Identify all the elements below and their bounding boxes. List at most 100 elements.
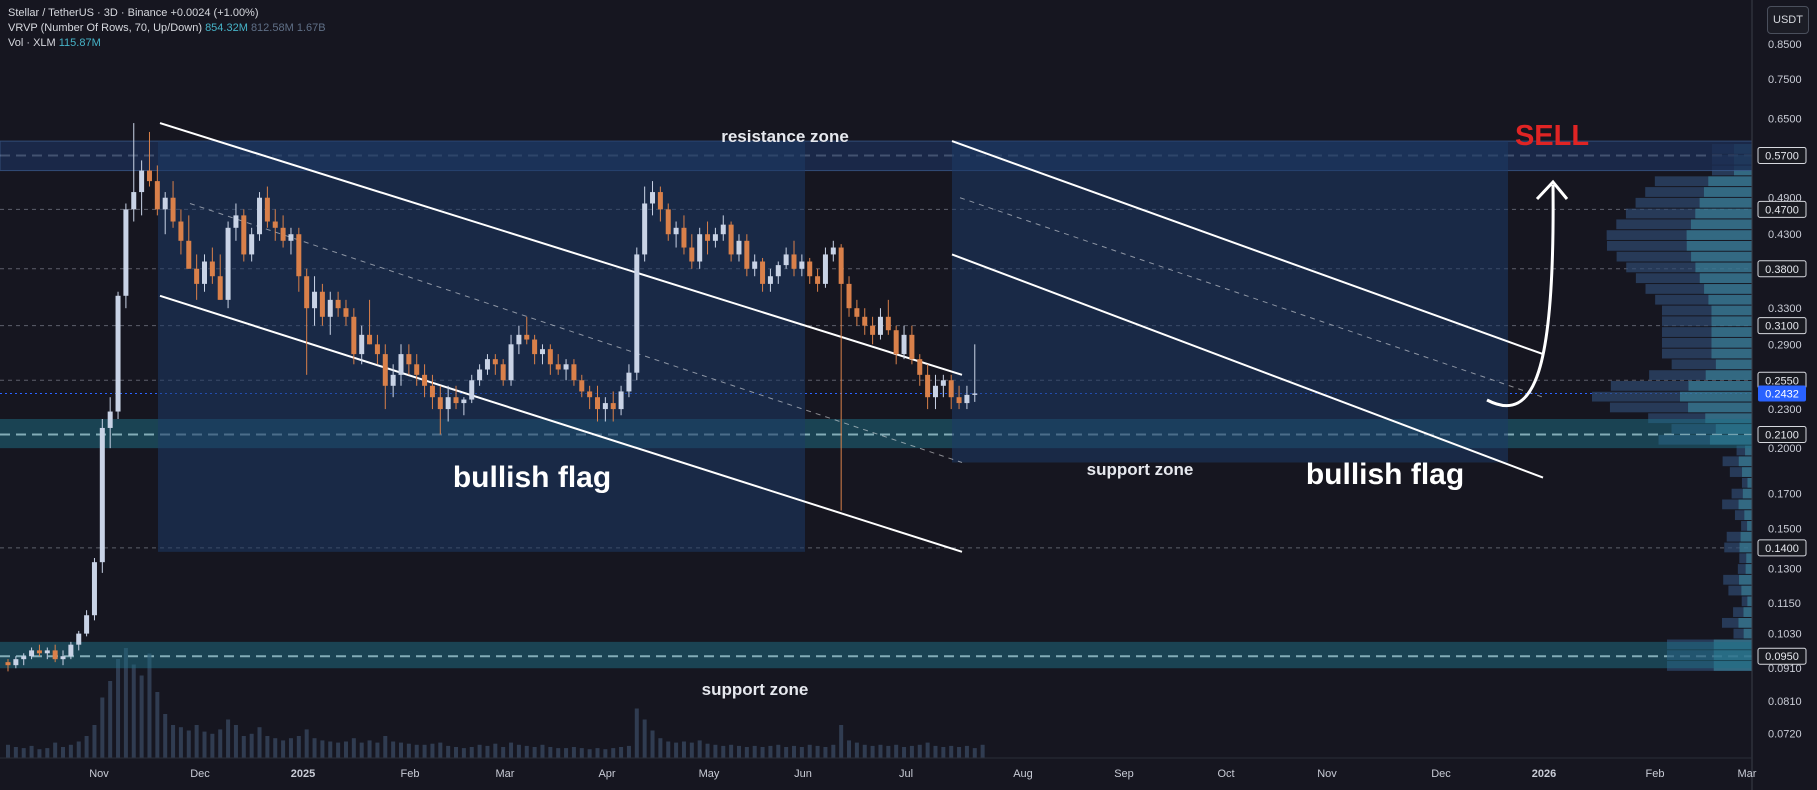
profile-row-up (1739, 574, 1752, 585)
candle-body (123, 209, 129, 296)
volume-bar (45, 748, 50, 758)
x-tick-label: Jun (794, 768, 812, 780)
candle-body (665, 209, 671, 235)
volume-bar (784, 747, 789, 758)
candle-body (720, 224, 726, 235)
profile-row-up (1699, 273, 1752, 284)
candle-body (406, 354, 412, 365)
volume-bar (941, 747, 946, 758)
candle-body (445, 397, 451, 410)
volume-bar (736, 745, 741, 758)
y-tick-label: 0.3300 (1768, 303, 1802, 315)
volume-bar (257, 727, 262, 758)
profile-row (1722, 499, 1752, 510)
profile-row-up (1704, 284, 1752, 294)
profile-row (1635, 197, 1752, 208)
legend: Stellar / TetherUS · 3D · Binance +0.002… (8, 6, 326, 51)
price-badge-box (1757, 426, 1807, 444)
volume-bar (658, 738, 663, 758)
candle-body (390, 374, 396, 386)
last-price-badge-label: 0.2432 (1765, 388, 1799, 400)
profile-row-up (1742, 488, 1752, 499)
price-axis[interactable]: 0.85000.75000.65000.49000.43000.33000.29… (1751, 0, 1817, 790)
profile-row (1723, 574, 1752, 585)
price-badge-box (1757, 647, 1807, 665)
profile-row-up (1691, 251, 1752, 262)
volume-bar (933, 745, 938, 758)
candle-body (524, 334, 530, 340)
volume-bar (414, 744, 419, 758)
price-badge-label: 0.2100 (1765, 430, 1799, 442)
x-tick-label: Apr (598, 768, 615, 780)
volume-bar (579, 748, 584, 758)
volume-bar (634, 708, 639, 758)
legend-volume-row: Vol · XLM 115.87M (8, 36, 326, 51)
candle-body (539, 349, 545, 355)
volume-bar (328, 741, 333, 758)
profile-row-up (1711, 348, 1752, 359)
profile-row-up (1746, 553, 1752, 564)
price-badge-box (1757, 539, 1807, 557)
volume-bar (556, 748, 561, 758)
candle-body (657, 192, 663, 210)
volume-label[interactable]: Vol · XLM (8, 37, 56, 49)
candle-body (429, 385, 435, 398)
symbol-label[interactable]: Stellar / TetherUS · 3D · Binance (8, 7, 168, 19)
candle-body (249, 234, 255, 255)
candle-body (146, 170, 152, 182)
time-axis[interactable]: Nov Dec 2025 Feb Mar Apr May Jun Jul Aug Sep Oct Nov… (0, 757, 1757, 780)
candle-body (744, 240, 750, 269)
y-tick-label: 0.7500 (1768, 74, 1802, 86)
volume-bar (163, 714, 168, 758)
currency-badge[interactable]: USDT (1767, 6, 1809, 34)
volume-bar (807, 744, 812, 758)
candle-body (68, 644, 74, 657)
profile-row (1739, 553, 1752, 564)
profile-row (1722, 456, 1752, 467)
volume-bar (611, 748, 616, 758)
volume-bar (171, 725, 176, 758)
volume-bar (359, 742, 364, 758)
volume-bar (6, 744, 10, 758)
candle-body (52, 650, 58, 660)
volume-bar (218, 729, 223, 758)
candle-body (351, 316, 357, 355)
volume-bar (642, 719, 647, 758)
y-tick-label: 0.1150 (1768, 598, 1801, 610)
candle-body (705, 234, 711, 241)
x-tick-label: Oct (1217, 768, 1234, 780)
volume-bar (760, 747, 765, 758)
resistance-zone-label: resistance zone (721, 127, 849, 146)
volume-bar (485, 745, 490, 758)
volume-bar (493, 743, 498, 758)
x-tick-label: Mar (496, 768, 515, 780)
profile-row-up (1745, 564, 1752, 574)
candle-body (917, 359, 923, 375)
volume-bar (155, 692, 160, 758)
volume-profile (1592, 144, 1752, 671)
profile-row (1645, 187, 1752, 197)
volume-bar (564, 748, 569, 758)
candle-body (107, 411, 113, 428)
volume-bar (831, 744, 836, 758)
volume-bar (92, 725, 97, 758)
volume-bar (925, 742, 930, 758)
candle-body (382, 354, 388, 386)
candle-body (775, 265, 781, 277)
profile-row (1592, 391, 1752, 402)
profile-row (1648, 413, 1752, 424)
volume-bar (516, 744, 521, 758)
volume-bar (571, 747, 576, 758)
volume-bar (202, 731, 207, 758)
candle-body (791, 254, 797, 269)
volume-bar (84, 736, 89, 758)
candle-body (893, 330, 899, 355)
candle-body (634, 254, 640, 373)
projection-arrow (1486, 184, 1555, 408)
last-price-badge-box (1758, 385, 1806, 402)
candle-body (956, 397, 962, 404)
vrvp-label[interactable]: VRVP (Number Of Rows, 70, Up/Down) (8, 22, 202, 34)
candle-body (170, 197, 176, 222)
profile-row (1729, 467, 1752, 477)
